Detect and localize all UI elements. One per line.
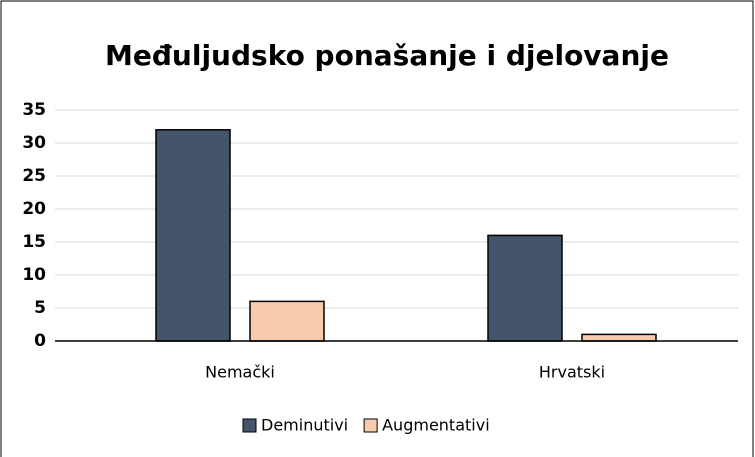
legend-swatch: [242, 418, 257, 433]
x-tick-label: Hrvatski: [539, 363, 605, 382]
bar: [155, 129, 231, 342]
x-tick-label: Nemački: [205, 363, 275, 382]
legend-swatch: [363, 418, 378, 433]
legend-label: Augmentativi: [382, 416, 490, 435]
y-tick-label: 25: [22, 166, 46, 186]
y-tick-label: 10: [22, 265, 46, 285]
legend-label: Deminutivi: [261, 416, 348, 435]
y-tick-label: 15: [22, 232, 46, 252]
y-tick-label: 30: [22, 133, 46, 153]
y-tick-label: 5: [34, 298, 46, 318]
bar: [581, 333, 657, 342]
y-tick-label: 0: [34, 331, 46, 351]
y-tick-label: 20: [22, 199, 46, 219]
bar: [487, 234, 563, 342]
y-tick-label: 35: [22, 100, 46, 120]
chart-title: Međuljudsko ponašanje i djelovanje: [105, 39, 669, 72]
bar: [249, 300, 325, 342]
